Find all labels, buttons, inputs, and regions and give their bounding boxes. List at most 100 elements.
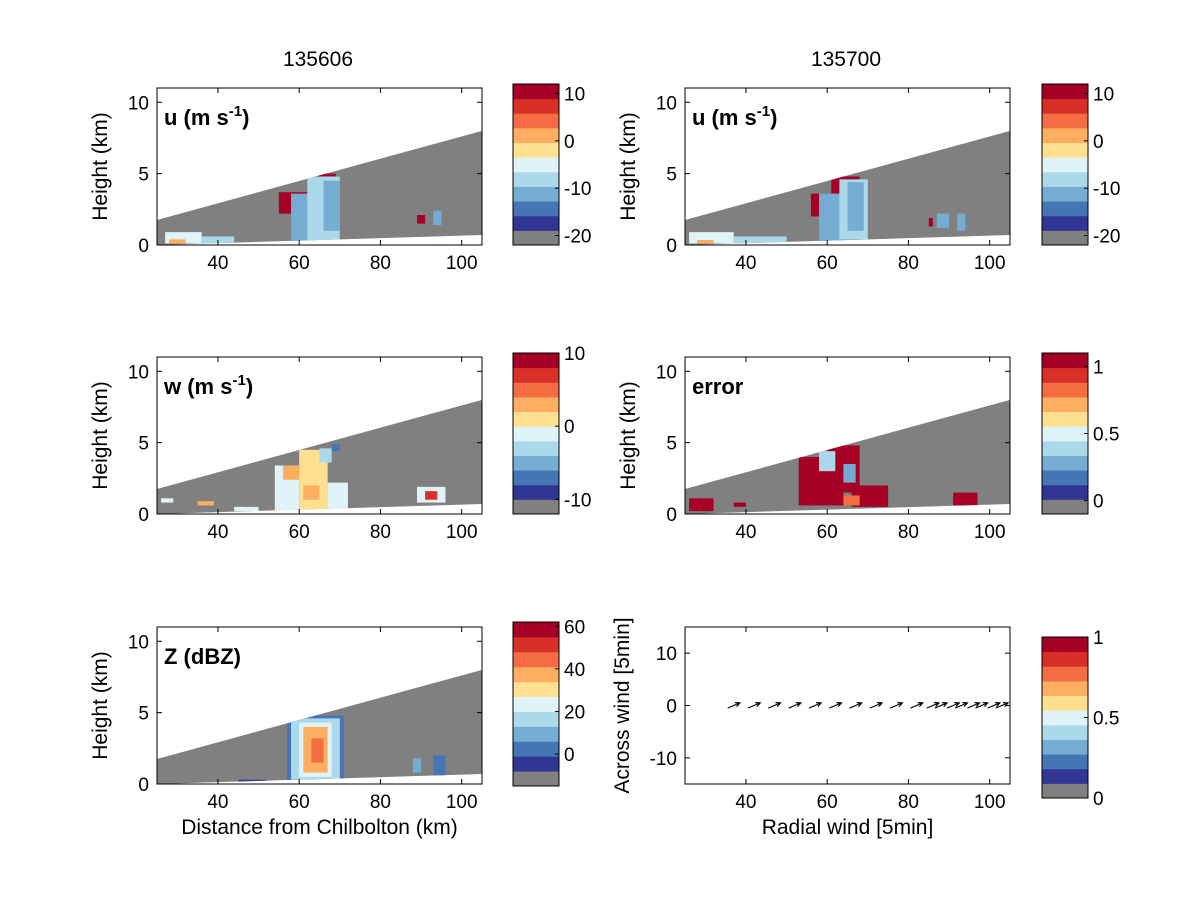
x-tick-label: 80 <box>898 522 919 543</box>
axes-frame <box>156 356 483 515</box>
data-cell <box>843 464 856 483</box>
colorbar-swatch <box>513 215 559 231</box>
x-tick-label: 80 <box>370 792 391 813</box>
colorbar-tick-label: -20 <box>1093 227 1120 248</box>
colorbar-swatch <box>513 353 559 369</box>
colorbar-swatch <box>513 127 559 144</box>
colorbar-swatch <box>513 142 559 158</box>
colorbar-swatch <box>1042 440 1088 456</box>
colorbar: 60 40 20 0 <box>512 617 585 787</box>
y-axis-label: Height (km) <box>89 651 112 760</box>
wind-arrow <box>967 702 981 709</box>
colorbar-swatch <box>1042 455 1088 471</box>
colorbar-swatch <box>1042 680 1088 697</box>
x-tick-label: 40 <box>207 253 228 274</box>
colorbar-swatch <box>513 484 559 500</box>
data-cell <box>928 217 933 227</box>
colorbar-swatch <box>513 186 559 202</box>
colorbar-swatch <box>513 171 559 187</box>
colorbar-swatch <box>1042 215 1088 231</box>
x-tick-label: 60 <box>289 253 310 274</box>
data-cell <box>311 738 324 763</box>
axes-frame <box>156 626 483 785</box>
wind-arrow <box>788 702 803 709</box>
y-tick-label: 0 <box>666 236 677 257</box>
colorbar-frame <box>512 352 560 515</box>
data-cell <box>331 444 340 452</box>
wind-arrow <box>954 702 969 709</box>
colorbar-swatch <box>1042 470 1088 486</box>
colorbar-tick-label: 0.5 <box>1093 425 1119 446</box>
data-cell <box>733 502 746 507</box>
colorbar-swatch <box>1042 201 1088 217</box>
x-tick-label: 40 <box>207 522 228 543</box>
data-cell <box>689 498 714 512</box>
wind-arrow <box>910 702 924 709</box>
x-tick-label: 40 <box>735 522 756 543</box>
data-cell <box>689 232 734 244</box>
colorbar-swatch <box>1042 768 1088 784</box>
x-tick-label: 40 <box>207 792 228 813</box>
x-tick-label: 80 <box>898 792 919 813</box>
wind-arrow <box>828 702 843 709</box>
data-cell <box>165 778 186 783</box>
panel-label: Z (dBZ) <box>164 644 241 669</box>
colorbar-swatch <box>513 696 559 712</box>
x-tick-label: 60 <box>289 792 310 813</box>
wind-arrow <box>946 702 961 709</box>
colorbar-swatch <box>1042 739 1088 755</box>
colorbar-swatch <box>513 157 559 173</box>
colorbar-swatch <box>513 382 559 398</box>
colorbar-swatch <box>1042 186 1088 202</box>
data-cell <box>425 491 438 500</box>
y-tick-label: 5 <box>138 165 149 186</box>
data-cell <box>161 498 174 503</box>
colorbar-swatch <box>1042 724 1088 740</box>
colorbar-swatch <box>1042 499 1088 515</box>
data-cell <box>847 182 864 231</box>
data-cell <box>319 448 332 463</box>
colorbar-swatch <box>513 499 559 515</box>
wind-arrow <box>934 702 949 709</box>
y-tick-label: 10 <box>656 362 677 383</box>
colorbar-tick-label: -10 <box>1093 179 1120 200</box>
y-tick-label: 0 <box>666 505 677 526</box>
colorbar-frame <box>512 621 560 787</box>
colorbar: 10.50 <box>1041 352 1119 515</box>
x-tick-label: 100 <box>446 522 478 543</box>
data-cell <box>323 180 340 231</box>
colorbar-tick-label: 0 <box>564 417 575 438</box>
axes-frame <box>156 87 483 246</box>
data-cell <box>165 232 202 244</box>
y-tick-label: 5 <box>138 704 149 725</box>
colorbar-tick-label: 0.5 <box>1093 709 1119 730</box>
y-tick-label: 10 <box>128 93 149 114</box>
colorbar-swatch <box>513 411 559 427</box>
colorbar-swatch <box>1042 484 1088 500</box>
y-axis-label: Across wind [5min] <box>611 617 634 793</box>
data-cell <box>417 215 426 224</box>
wind-arrow <box>849 702 863 709</box>
x-tick-label: 60 <box>817 792 838 813</box>
y-tick-label: 5 <box>138 434 149 455</box>
colorbar-swatch <box>1042 113 1088 129</box>
data-cell <box>238 779 267 783</box>
x-tick-label: 100 <box>446 253 478 274</box>
y-tick-label: 0 <box>138 236 149 257</box>
colorbar-tick-label: 0 <box>564 745 575 766</box>
colorbar-tick-label: -20 <box>564 227 591 248</box>
colorbar-swatch <box>513 741 559 757</box>
data-cell <box>169 239 186 244</box>
colorbar-swatch <box>1042 754 1088 770</box>
colorbar-swatch <box>1042 353 1088 369</box>
colorbar-swatch <box>1042 411 1088 427</box>
y-tick-label: 10 <box>128 362 149 383</box>
data-cell <box>327 482 348 510</box>
colorbar-swatch <box>1042 651 1088 667</box>
colorbar-swatch <box>513 440 559 456</box>
data-cell <box>819 451 836 472</box>
colorbar-tick-label: 0 <box>564 132 575 153</box>
wind-arrows <box>727 702 1010 709</box>
data-cell <box>843 495 860 506</box>
